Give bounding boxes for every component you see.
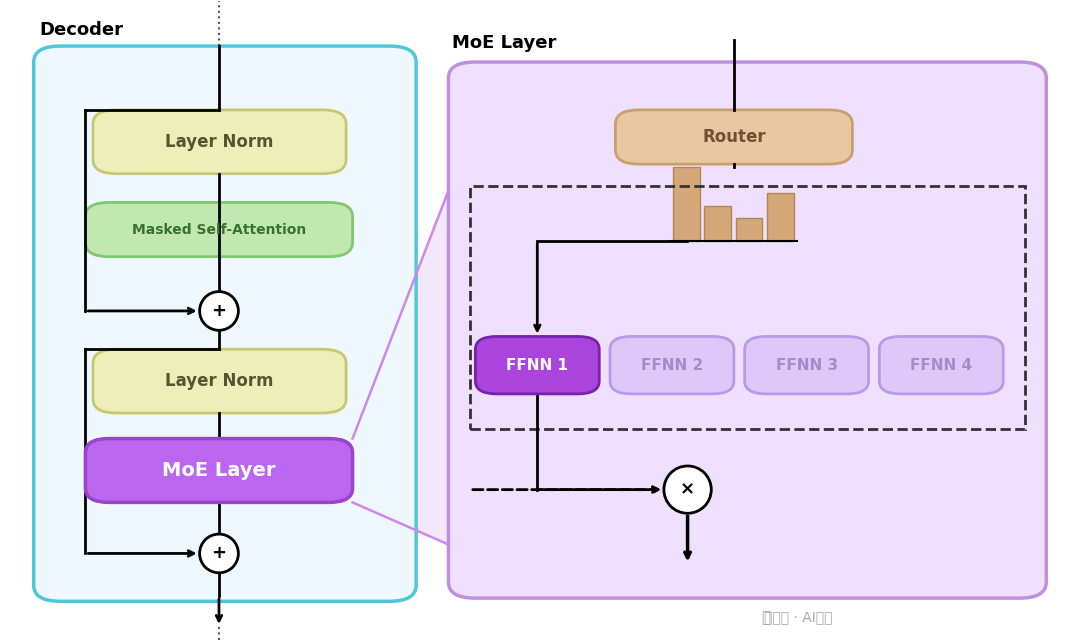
- FancyBboxPatch shape: [673, 167, 700, 241]
- FancyBboxPatch shape: [93, 110, 346, 174]
- FancyBboxPatch shape: [85, 438, 352, 503]
- Text: ×: ×: [680, 481, 696, 499]
- Text: 公众号 · AI闲谈: 公众号 · AI闲谈: [765, 610, 833, 624]
- Text: FFNN 4: FFNN 4: [910, 358, 972, 372]
- Text: MoE Layer: MoE Layer: [162, 461, 275, 480]
- Text: Layer Norm: Layer Norm: [165, 133, 273, 151]
- Text: FFNN 3: FFNN 3: [775, 358, 838, 372]
- FancyBboxPatch shape: [616, 110, 852, 164]
- Ellipse shape: [664, 466, 712, 513]
- Text: FFNN 2: FFNN 2: [640, 358, 703, 372]
- Ellipse shape: [200, 534, 239, 573]
- FancyBboxPatch shape: [704, 206, 731, 241]
- Text: +: +: [212, 544, 227, 562]
- FancyBboxPatch shape: [448, 62, 1047, 598]
- Text: Decoder: Decoder: [39, 21, 123, 39]
- FancyBboxPatch shape: [879, 337, 1003, 394]
- FancyBboxPatch shape: [475, 337, 599, 394]
- Text: Masked Self-Attention: Masked Self-Attention: [132, 222, 306, 237]
- FancyBboxPatch shape: [33, 46, 416, 601]
- Text: FFNN 1: FFNN 1: [507, 358, 568, 372]
- Text: Layer Norm: Layer Norm: [165, 372, 273, 390]
- Ellipse shape: [200, 292, 239, 330]
- FancyBboxPatch shape: [767, 193, 794, 241]
- FancyBboxPatch shape: [610, 337, 734, 394]
- Polygon shape: [352, 190, 448, 544]
- FancyBboxPatch shape: [93, 349, 346, 413]
- FancyBboxPatch shape: [745, 337, 868, 394]
- Text: +: +: [212, 302, 227, 320]
- FancyBboxPatch shape: [735, 219, 762, 241]
- Text: Router: Router: [702, 128, 766, 146]
- FancyBboxPatch shape: [85, 203, 352, 256]
- Text: MoE Layer: MoE Layer: [451, 34, 556, 52]
- Text: 🍃: 🍃: [761, 610, 771, 625]
